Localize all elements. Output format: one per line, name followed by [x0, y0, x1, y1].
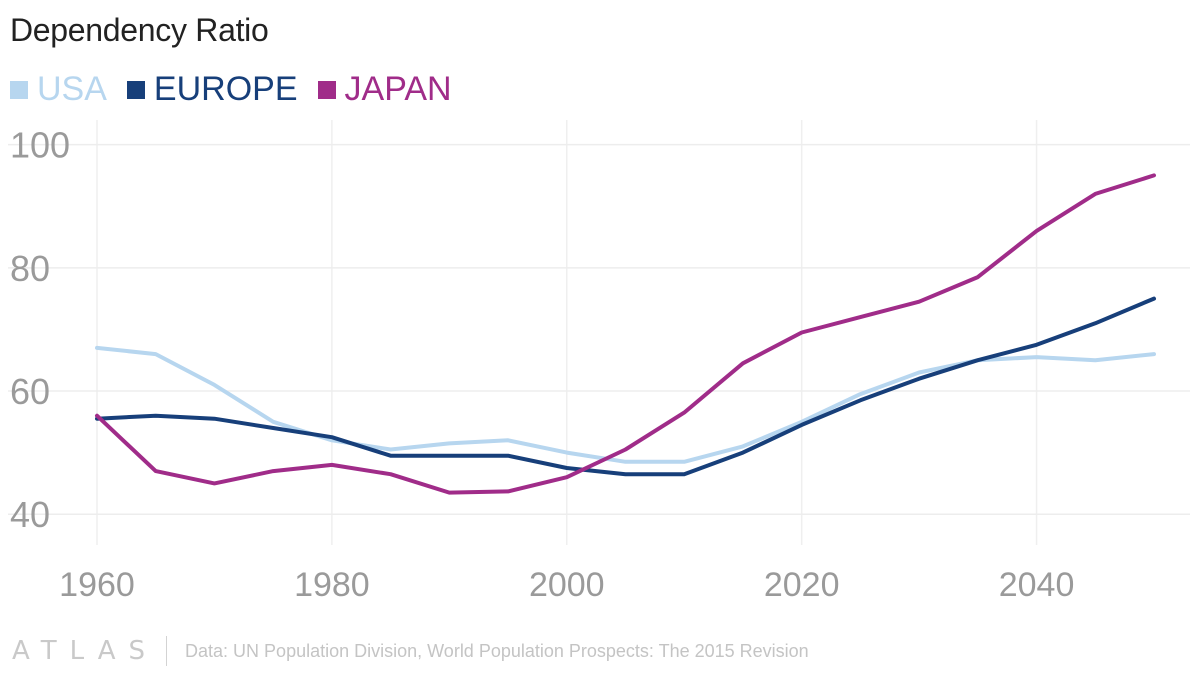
y-tick-label-80: 80: [10, 248, 50, 289]
legend-item-japan: JAPAN: [317, 70, 452, 109]
source-note: Data: UN Population Division, World Popu…: [185, 640, 809, 661]
legend-label-europe: EUROPE: [153, 70, 298, 108]
chart-title: Dependency Ratio: [10, 12, 269, 48]
atlas-logo: ATLAS: [12, 636, 159, 666]
series-line-usa: [95, 345, 1156, 464]
x-tick-label-2020: 2020: [764, 566, 840, 604]
footer: ATLAS Data: UN Population Division, Worl…: [12, 636, 809, 666]
legend-swatch-europe: [126, 80, 145, 99]
legend-label-japan: JAPAN: [344, 70, 452, 108]
chart-legend: USA EUROPE JAPAN: [10, 70, 472, 109]
y-tick-label-100: 100: [10, 125, 70, 166]
legend-item-usa: USA: [10, 70, 107, 109]
series-line-japan: [95, 173, 1156, 495]
x-tick-label-2040: 2040: [999, 566, 1075, 604]
legend-label-usa: USA: [37, 70, 107, 108]
x-tick-label-1980: 1980: [294, 566, 370, 604]
legend-swatch-japan: [317, 80, 336, 99]
series-line-europe: [95, 296, 1156, 477]
x-tick-label-2000: 2000: [529, 566, 605, 604]
footer-divider: [166, 636, 168, 666]
legend-swatch-usa: [10, 80, 28, 99]
y-tick-label-40: 40: [10, 494, 50, 535]
x-tick-label-1960: 1960: [59, 566, 135, 604]
legend-item-europe: EUROPE: [126, 70, 298, 109]
y-tick-label-60: 60: [10, 371, 50, 412]
